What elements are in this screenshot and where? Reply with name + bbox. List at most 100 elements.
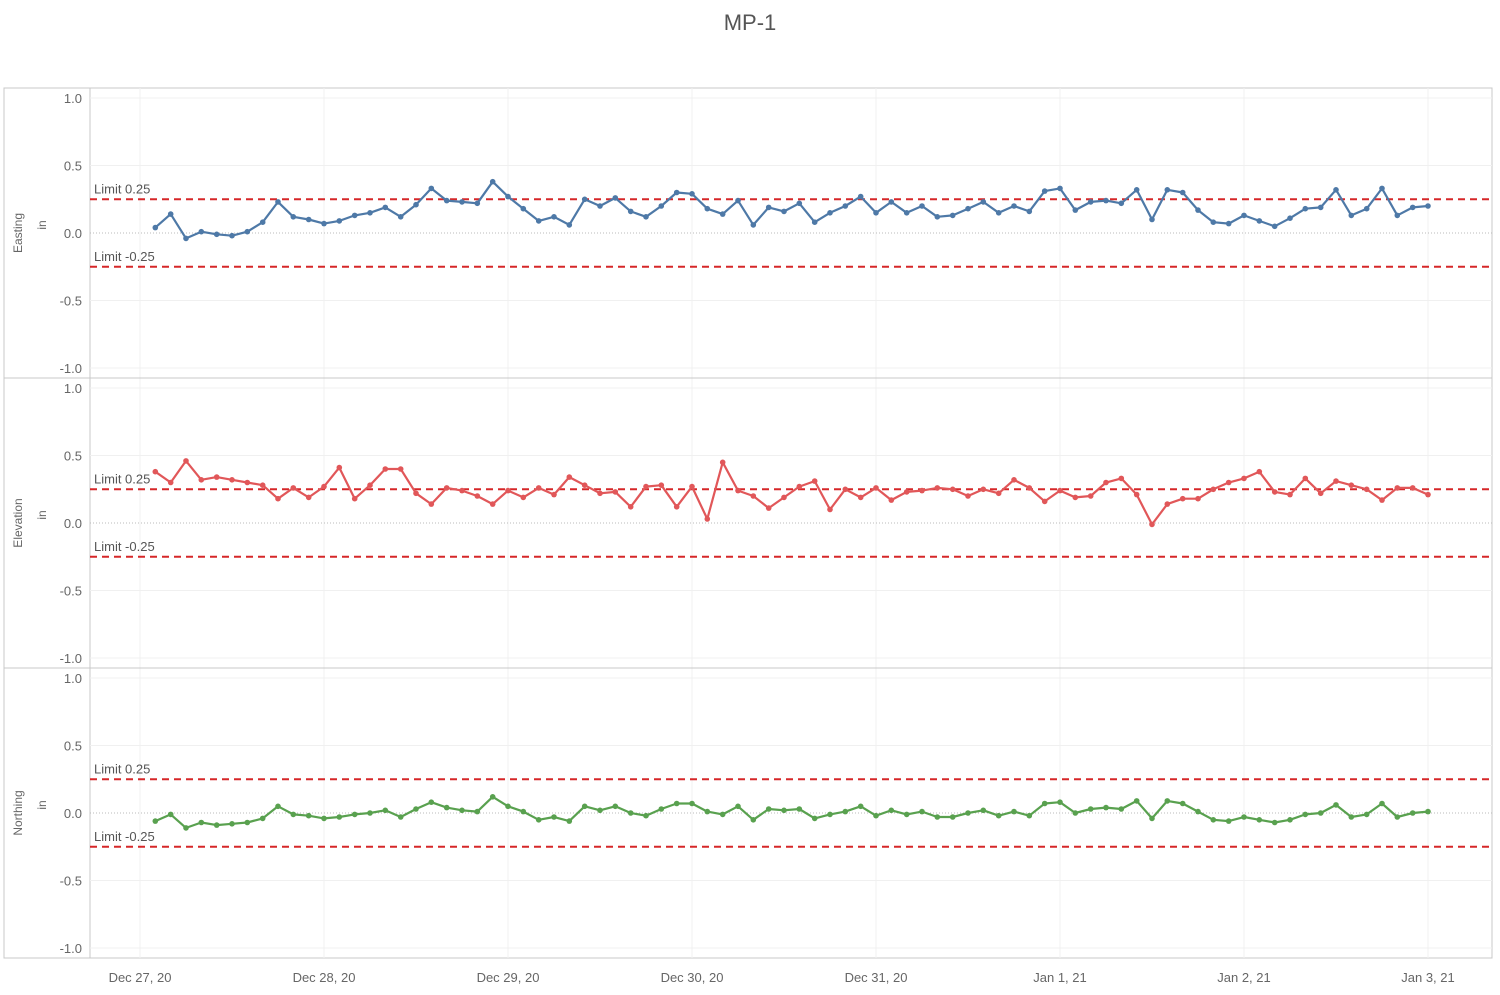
- data-point: [1011, 808, 1017, 815]
- data-point: [413, 490, 419, 497]
- data-point: [857, 193, 864, 200]
- data-point: [397, 814, 404, 820]
- data-point: [413, 806, 419, 812]
- data-point: [1302, 205, 1309, 212]
- data-point: [750, 817, 757, 823]
- data-point: [167, 479, 174, 486]
- data-point: [949, 814, 956, 820]
- data-point: [842, 808, 849, 815]
- data-point: [1394, 814, 1401, 820]
- data-point: [1011, 477, 1017, 483]
- data-point: [505, 803, 511, 810]
- data-point: [290, 811, 297, 818]
- data-point: [765, 505, 772, 511]
- data-point: [704, 516, 711, 522]
- data-point: [811, 815, 818, 822]
- x-tick-label: Dec 30, 20: [661, 970, 724, 985]
- data-point: [643, 812, 649, 819]
- data-point: [1011, 203, 1017, 209]
- data-point: [1363, 811, 1370, 818]
- data-point: [1425, 808, 1431, 815]
- data-point: [827, 811, 833, 818]
- data-point: [1394, 212, 1401, 219]
- data-point: [336, 464, 343, 471]
- data-point: [903, 210, 910, 216]
- data-point: [689, 483, 695, 490]
- data-point: [627, 810, 634, 816]
- data-point: [781, 807, 787, 814]
- data-point: [152, 468, 159, 475]
- data-point: [321, 483, 327, 490]
- data-point: [689, 800, 695, 807]
- data-point: [474, 808, 481, 815]
- data-point: [1179, 800, 1186, 807]
- data-point: [612, 803, 619, 810]
- data-point: [566, 474, 573, 480]
- data-point: [520, 205, 527, 212]
- panel-unit-label: in: [35, 220, 49, 229]
- data-point: [704, 205, 711, 212]
- data-point: [735, 803, 741, 810]
- data-point: [1225, 818, 1232, 824]
- y-tick-label: 0.5: [64, 159, 82, 174]
- data-point: [1394, 485, 1401, 491]
- data-point: [566, 222, 573, 228]
- data-point: [1348, 482, 1355, 489]
- data-point: [980, 807, 987, 814]
- data-point: [290, 485, 297, 491]
- data-point: [811, 219, 818, 225]
- data-point: [413, 201, 419, 208]
- data-point: [229, 821, 235, 827]
- data-point: [167, 811, 174, 818]
- data-point: [428, 501, 435, 507]
- data-point: [1225, 220, 1232, 227]
- data-point: [1302, 475, 1309, 482]
- data-point: [612, 489, 619, 495]
- data-point: [397, 214, 404, 220]
- data-point: [551, 814, 557, 820]
- data-point: [489, 501, 496, 507]
- data-point: [428, 799, 435, 805]
- data-point: [1210, 486, 1217, 493]
- data-point: [965, 810, 971, 816]
- data-point: [1333, 802, 1339, 808]
- data-point: [198, 477, 205, 483]
- data-point: [382, 204, 389, 211]
- data-point: [581, 196, 588, 203]
- data-point: [796, 483, 803, 490]
- data-point: [903, 489, 910, 495]
- data-point: [505, 193, 511, 200]
- data-point: [1317, 490, 1324, 497]
- data-point: [980, 486, 987, 493]
- data-point: [535, 218, 542, 224]
- limit-label: Limit 0.25: [94, 471, 150, 486]
- data-point: [351, 212, 358, 219]
- data-point: [1425, 491, 1431, 498]
- data-point: [919, 203, 925, 209]
- data-point: [627, 208, 634, 215]
- x-tick-label: Dec 28, 20: [293, 970, 356, 985]
- y-tick-label: -1.0: [60, 361, 82, 376]
- y-tick-label: 0.5: [64, 449, 82, 464]
- data-point: [1087, 493, 1094, 499]
- data-point: [551, 214, 557, 220]
- data-point: [1103, 479, 1109, 486]
- data-point: [1333, 187, 1339, 193]
- data-point: [1179, 189, 1186, 196]
- y-tick-label: 1.0: [64, 671, 82, 686]
- data-point: [489, 178, 496, 185]
- data-point: [1317, 204, 1324, 211]
- data-point: [290, 214, 297, 220]
- data-point: [1210, 219, 1217, 225]
- data-point: [535, 817, 542, 823]
- data-point: [796, 200, 803, 207]
- limit-label: Limit 0.25: [94, 181, 150, 196]
- data-point: [1026, 812, 1033, 819]
- y-tick-label: -1.0: [60, 651, 82, 666]
- data-point: [1149, 521, 1155, 528]
- data-point: [1118, 475, 1125, 482]
- data-point: [658, 482, 665, 489]
- data-point: [1409, 204, 1416, 211]
- data-point: [1195, 495, 1201, 502]
- limit-label: Limit 0.25: [94, 761, 150, 776]
